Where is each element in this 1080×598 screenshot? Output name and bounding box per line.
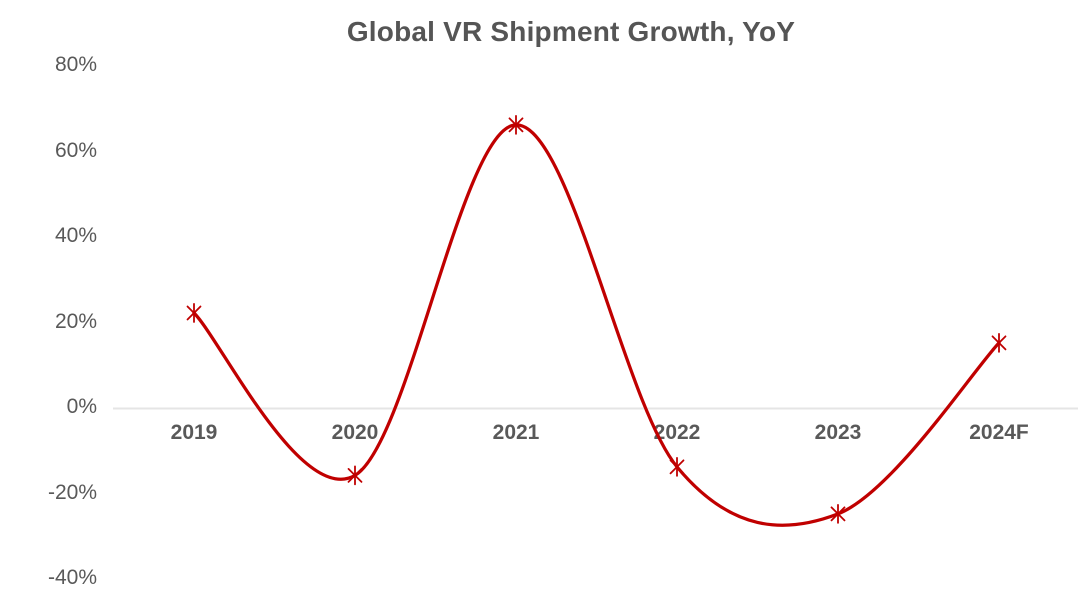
y-tick-label: -20% xyxy=(47,480,97,504)
series-line xyxy=(192,123,1001,527)
x-tick-label: 2022 xyxy=(653,421,701,444)
data-point-marker xyxy=(830,503,846,524)
data-point-marker xyxy=(186,303,202,323)
data-point-marker xyxy=(508,114,524,135)
data-point-marker xyxy=(991,332,1007,353)
y-tick-label: 40% xyxy=(54,224,97,247)
y-tick-label: 0% xyxy=(66,395,97,418)
y-tick-label: -40% xyxy=(47,566,97,589)
x-tick-label: 2023 xyxy=(814,421,862,444)
x-tick-label: 2024F xyxy=(969,421,1029,444)
x-tick-label: 2020 xyxy=(331,421,379,444)
y-tick-label: 60% xyxy=(54,138,97,162)
x-tick-label: 2019 xyxy=(170,421,218,444)
data-point-marker xyxy=(669,456,685,477)
data-point-marker xyxy=(347,465,363,486)
x-tick-label: 2021 xyxy=(492,421,540,444)
y-tick-label: 80% xyxy=(54,53,97,76)
y-tick-label: 20% xyxy=(54,309,97,333)
chart-title: Global VR Shipment Growth, YoY xyxy=(346,16,796,47)
